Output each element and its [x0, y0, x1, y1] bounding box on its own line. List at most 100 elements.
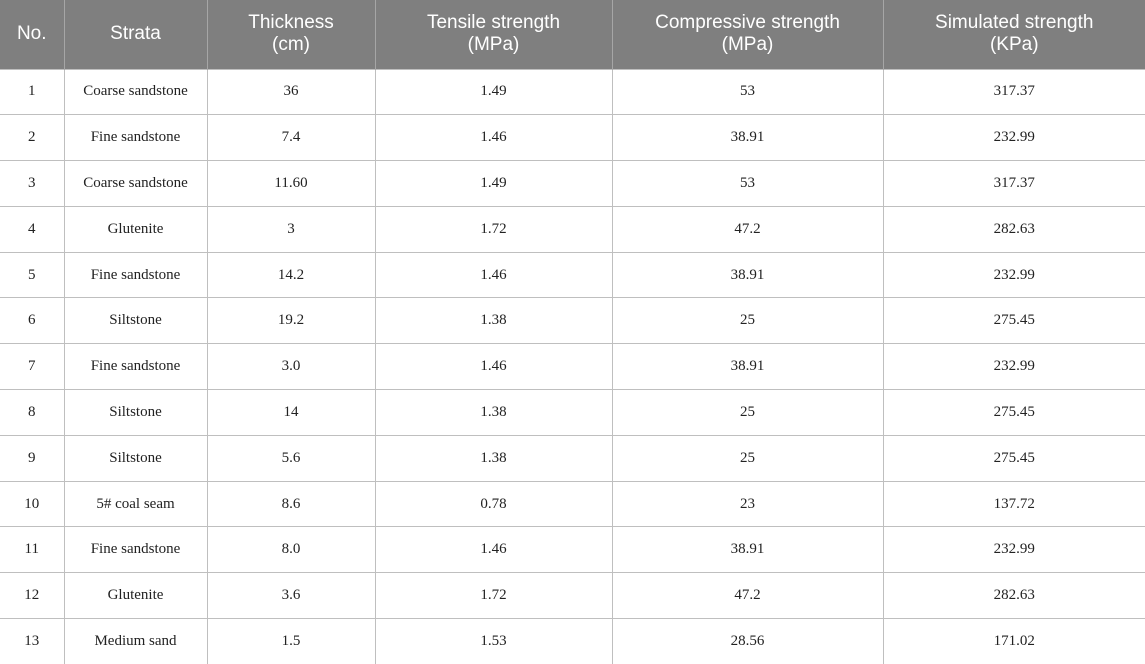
- cell-strata: Glutenite: [63, 205, 208, 253]
- cell-strata: 5# coal seam: [63, 480, 208, 528]
- cell-strata: Siltstone: [63, 434, 208, 482]
- cell-simulated-strength: 275.45: [882, 434, 1145, 482]
- cell-tensile-strength: 1.49: [374, 68, 613, 116]
- table-header: No. Strata Thickness (cm) Tensile strengt…: [0, 0, 1145, 69]
- cell-thickness: 3.6: [206, 572, 376, 620]
- cell-compressive-strength: 38.91: [611, 526, 884, 574]
- cell-thickness: 36: [206, 68, 376, 116]
- cell-tensile-strength: 1.38: [374, 297, 613, 345]
- cell-compressive-strength: 47.2: [611, 572, 884, 620]
- table-row: 9 Siltstone 5.6 1.38 25 275.45: [0, 434, 1145, 482]
- cell-thickness: 14: [206, 389, 376, 436]
- cell-compressive-strength: 53: [611, 160, 884, 207]
- table-row: 11 Fine sandstone 8.0 1.46 38.91 232.99: [0, 526, 1145, 574]
- header-compressive-strength: Compressive strength (MPa): [611, 0, 884, 69]
- cell-simulated-strength: 232.99: [882, 526, 1145, 574]
- cell-compressive-strength: 38.91: [611, 114, 884, 162]
- cell-thickness: 7.4: [206, 114, 376, 162]
- cell-compressive-strength: 25: [611, 434, 884, 482]
- cell-thickness: 14.2: [206, 251, 376, 299]
- header-thickness: Thickness (cm): [206, 0, 376, 69]
- cell-simulated-strength: 275.45: [882, 297, 1145, 345]
- cell-strata: Siltstone: [63, 389, 208, 436]
- table-row: 13 Medium sand 1.5 1.53 28.56 171.02: [0, 618, 1145, 664]
- cell-simulated-strength: 232.99: [882, 251, 1145, 299]
- cell-tensile-strength: 1.38: [374, 434, 613, 482]
- header-tensile-strength: Tensile strength (MPa): [374, 0, 613, 69]
- table-row: 12 Glutenite 3.6 1.72 47.2 282.63: [0, 572, 1145, 620]
- cell-strata: Fine sandstone: [63, 526, 208, 574]
- cell-strata: Glutenite: [63, 572, 208, 620]
- cell-no: 13: [0, 618, 65, 664]
- cell-compressive-strength: 38.91: [611, 251, 884, 299]
- cell-strata: Medium sand: [63, 618, 208, 664]
- cell-strata: Coarse sandstone: [63, 160, 208, 207]
- cell-no: 4: [0, 205, 65, 253]
- cell-strata: Fine sandstone: [63, 114, 208, 162]
- cell-strata: Fine sandstone: [63, 251, 208, 299]
- cell-tensile-strength: 1.49: [374, 160, 613, 207]
- cell-thickness: 8.6: [206, 480, 376, 528]
- cell-compressive-strength: 25: [611, 297, 884, 345]
- header-strata: Strata: [63, 0, 208, 69]
- table-row: 7 Fine sandstone 3.0 1.46 38.91 232.99: [0, 343, 1145, 391]
- cell-no: 6: [0, 297, 65, 345]
- table-row: 1 Coarse sandstone 36 1.49 53 317.37: [0, 68, 1145, 116]
- cell-tensile-strength: 1.46: [374, 251, 613, 299]
- cell-compressive-strength: 23: [611, 480, 884, 528]
- table-row: 10 5# coal seam 8.6 0.78 23 137.72: [0, 480, 1145, 528]
- cell-tensile-strength: 1.38: [374, 389, 613, 436]
- cell-no: 7: [0, 343, 65, 391]
- cell-thickness: 19.2: [206, 297, 376, 345]
- cell-no: 1: [0, 68, 65, 116]
- header-row: No. Strata Thickness (cm) Tensile strengt…: [0, 0, 1145, 69]
- cell-compressive-strength: 38.91: [611, 343, 884, 391]
- cell-simulated-strength: 317.37: [882, 68, 1145, 116]
- table-row: 5 Fine sandstone 14.2 1.46 38.91 232.99: [0, 251, 1145, 299]
- cell-tensile-strength: 0.78: [374, 480, 613, 528]
- cell-simulated-strength: 317.37: [882, 160, 1145, 207]
- cell-thickness: 11.60: [206, 160, 376, 207]
- cell-simulated-strength: 282.63: [882, 205, 1145, 253]
- cell-tensile-strength: 1.72: [374, 572, 613, 620]
- cell-simulated-strength: 232.99: [882, 114, 1145, 162]
- cell-compressive-strength: 25: [611, 389, 884, 436]
- cell-compressive-strength: 53: [611, 68, 884, 116]
- cell-no: 5: [0, 251, 65, 299]
- cell-simulated-strength: 137.72: [882, 480, 1145, 528]
- table-row: 8 Siltstone 14 1.38 25 275.45: [0, 389, 1145, 436]
- cell-tensile-strength: 1.53: [374, 618, 613, 664]
- cell-tensile-strength: 1.46: [374, 114, 613, 162]
- cell-thickness: 1.5: [206, 618, 376, 664]
- header-no: No.: [0, 0, 65, 69]
- table-body: 1 Coarse sandstone 36 1.49 53 317.37 2 Fine san…: [0, 68, 1145, 664]
- cell-thickness: 5.6: [206, 434, 376, 482]
- cell-simulated-strength: 232.99: [882, 343, 1145, 391]
- cell-no: 8: [0, 389, 65, 436]
- cell-strata: Coarse sandstone: [63, 68, 208, 116]
- cell-no: 10: [0, 480, 65, 528]
- table-row: 4 Glutenite 3 1.72 47.2 282.63: [0, 205, 1145, 253]
- header-simulated-strength: Simulated strength (KPa): [882, 0, 1145, 69]
- cell-compressive-strength: 47.2: [611, 205, 884, 253]
- cell-no: 9: [0, 434, 65, 482]
- cell-tensile-strength: 1.46: [374, 526, 613, 574]
- cell-strata: Siltstone: [63, 297, 208, 345]
- cell-no: 12: [0, 572, 65, 620]
- table-row: 2 Fine sandstone 7.4 1.46 38.91 232.99: [0, 114, 1145, 162]
- cell-thickness: 3.0: [206, 343, 376, 391]
- cell-simulated-strength: 275.45: [882, 389, 1145, 436]
- cell-compressive-strength: 28.56: [611, 618, 884, 664]
- table-row: 6 Siltstone 19.2 1.38 25 275.45: [0, 297, 1145, 345]
- cell-simulated-strength: 171.02: [882, 618, 1145, 664]
- cell-thickness: 3: [206, 205, 376, 253]
- cell-no: 11: [0, 526, 65, 574]
- cell-tensile-strength: 1.46: [374, 343, 613, 391]
- cell-tensile-strength: 1.72: [374, 205, 613, 253]
- cell-strata: Fine sandstone: [63, 343, 208, 391]
- cell-no: 2: [0, 114, 65, 162]
- table-row: 3 Coarse sandstone 11.60 1.49 53 317.37: [0, 160, 1145, 207]
- cell-simulated-strength: 282.63: [882, 572, 1145, 620]
- cell-thickness: 8.0: [206, 526, 376, 574]
